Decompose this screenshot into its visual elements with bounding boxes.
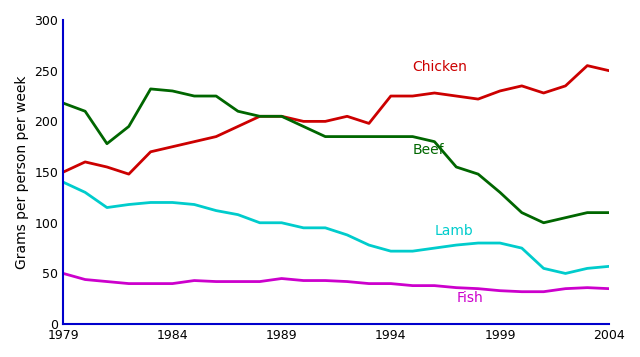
Text: Beef: Beef [413, 143, 444, 157]
Text: Lamb: Lamb [435, 224, 473, 238]
Text: Chicken: Chicken [413, 60, 467, 74]
Y-axis label: Grams per person per week: Grams per person per week [15, 75, 29, 269]
Text: Fish: Fish [456, 291, 483, 305]
